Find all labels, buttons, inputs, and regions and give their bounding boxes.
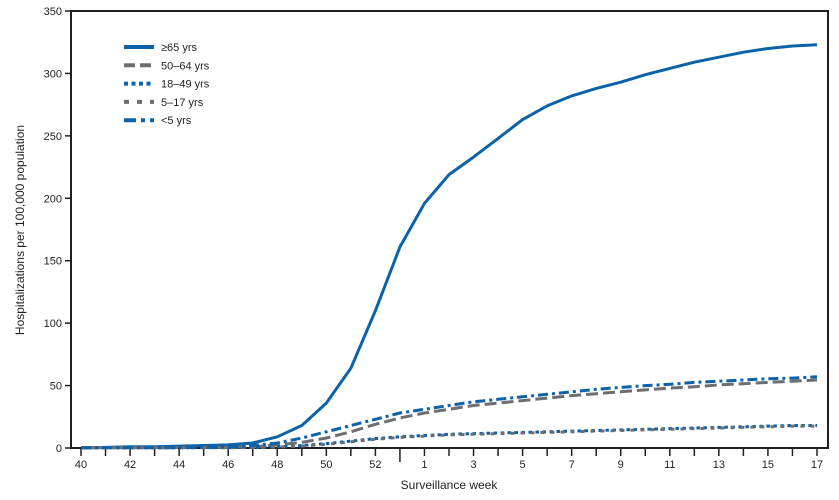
- x-tick-label: 42: [124, 459, 136, 471]
- data-point: [595, 430, 598, 433]
- data-point: [448, 408, 451, 411]
- x-tick-label: 13: [713, 459, 725, 471]
- data-point: [497, 402, 500, 405]
- x-tick-label: 9: [618, 459, 624, 471]
- x-tick-label: 52: [369, 459, 381, 471]
- legend-label: 5–17 yrs: [161, 97, 204, 109]
- series-line: [81, 424, 817, 450]
- x-tick-label: 15: [762, 459, 774, 471]
- data-point: [546, 430, 549, 433]
- x-tick-label: 11: [664, 459, 675, 471]
- x-tick-label: 40: [75, 459, 87, 471]
- data-point: [546, 431, 549, 434]
- x-tick-label: 1: [421, 459, 427, 471]
- legend-label: ≥65 yrs: [161, 42, 197, 54]
- x-tick-label: 48: [271, 459, 283, 471]
- data-point: [717, 383, 720, 386]
- data-point: [497, 432, 500, 435]
- y-tick-label: 100: [44, 318, 62, 330]
- data-point: [595, 429, 598, 432]
- plot-frame: [70, 10, 829, 449]
- legend: ≥65 yrs 50–64 yrs 18–49 yrs 5–17 yrs <5 yrs: [124, 42, 210, 127]
- series-lines: [80, 43, 818, 450]
- x-tick-label: 5: [520, 459, 526, 471]
- y-tick-label: 200: [44, 193, 62, 205]
- series-line: [81, 375, 818, 450]
- data-point: [423, 408, 426, 411]
- x-tick-label: 44: [173, 459, 185, 471]
- series-line: [80, 43, 818, 450]
- data-point: [497, 432, 500, 435]
- y-tick-label: 300: [44, 68, 62, 80]
- x-tick-label: 50: [320, 459, 332, 471]
- x-tick-label: 17: [811, 459, 823, 471]
- data-point: [472, 400, 475, 403]
- y-tick-label: 350: [44, 6, 62, 18]
- series-line: [81, 378, 818, 450]
- legend-label: 50–64 yrs: [161, 60, 210, 72]
- y-axis-title: Hospitalizations per 100,000 population: [13, 125, 27, 335]
- data-point: [570, 390, 573, 393]
- x-tick-label: 7: [569, 459, 575, 471]
- y-tick-label: 50: [50, 381, 62, 393]
- y-tick-label: 250: [44, 131, 62, 143]
- y-tick-label: 0: [56, 443, 62, 455]
- x-axis-title: Surveillance week: [401, 478, 499, 492]
- data-point: [300, 437, 303, 440]
- legend-label: <5 yrs: [161, 115, 192, 127]
- legend-label: 18–49 yrs: [161, 79, 210, 91]
- x-tick-label: 3: [470, 459, 476, 471]
- y-tick-label: 150: [44, 256, 62, 268]
- x-tick-label: 46: [222, 459, 234, 471]
